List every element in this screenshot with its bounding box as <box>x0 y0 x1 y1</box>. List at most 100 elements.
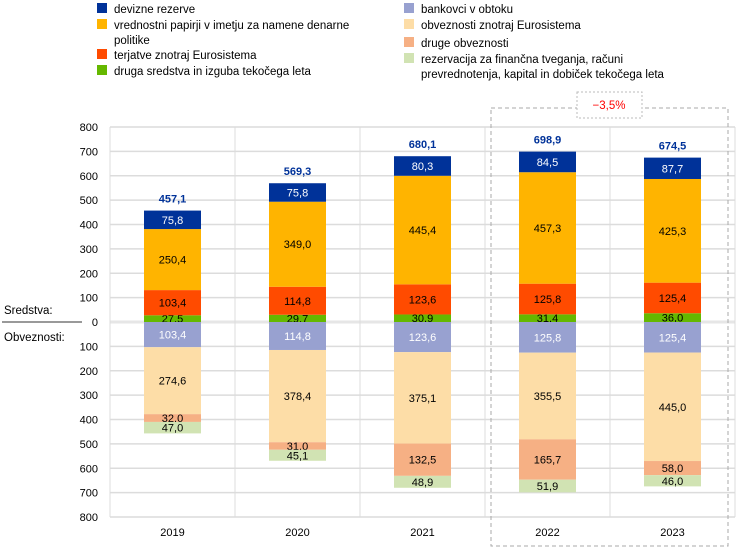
data-label: 165,7 <box>534 455 562 467</box>
bar-segment <box>269 286 326 315</box>
data-label: 114,8 <box>284 331 311 343</box>
y-tick-label: 200 <box>80 268 98 280</box>
bar-segment <box>144 347 201 415</box>
data-label: 123,6 <box>409 294 437 306</box>
data-label: 36,0 <box>662 313 683 325</box>
total-label: 698,9 <box>534 135 562 147</box>
data-label: 457,3 <box>534 223 562 235</box>
bar-segment <box>644 475 701 487</box>
x-tick-label: 2021 <box>410 527 434 539</box>
data-label: 250,4 <box>159 255 187 267</box>
data-label: 75,8 <box>287 187 308 199</box>
bar-segment <box>269 349 326 443</box>
data-label: 84,5 <box>537 157 558 169</box>
bar-segment <box>519 439 576 480</box>
liabilities-side-label: Obveznosti: <box>4 332 65 344</box>
bar-segment <box>394 156 451 176</box>
bar-segment <box>144 322 201 348</box>
data-label: 80,3 <box>412 161 433 173</box>
bar-segment <box>644 282 701 314</box>
legend-swatch <box>97 19 107 29</box>
annotation-box <box>576 91 643 119</box>
bar-segment <box>144 414 201 422</box>
legend-label: vrednostni papirji v imetju za namene de… <box>114 20 349 32</box>
data-label: 125,8 <box>534 294 562 306</box>
y-tick-label: 600 <box>80 171 98 183</box>
bar-segment <box>144 229 201 291</box>
legend-label: bankovci v obtoku <box>421 4 513 16</box>
bar-segment <box>144 210 201 230</box>
legend-swatch <box>404 3 414 13</box>
data-label: 103,4 <box>159 298 187 310</box>
data-label: 48,9 <box>412 477 433 489</box>
bar-segment <box>644 313 701 322</box>
data-label: 349,0 <box>284 239 312 251</box>
data-label: 125,8 <box>534 332 562 344</box>
y-tick-label: 0 <box>92 317 98 329</box>
bar-segment <box>644 322 701 353</box>
data-label: 46,0 <box>662 476 683 488</box>
data-label: 378,4 <box>284 391 312 403</box>
data-label: 58,0 <box>662 463 683 475</box>
legend-label: devizne rezerve <box>114 4 195 16</box>
bar-segment <box>394 322 451 353</box>
data-label: 355,5 <box>534 391 562 403</box>
data-label: 125,4 <box>659 293 687 305</box>
data-label: 75,8 <box>162 215 183 227</box>
data-label: 45,1 <box>287 450 308 462</box>
bar-segment <box>644 178 701 283</box>
total-label: 674,5 <box>659 141 687 153</box>
data-label: 425,3 <box>659 226 687 238</box>
bar-segment <box>519 322 576 353</box>
data-label: 125,4 <box>659 332 687 344</box>
bar-segment <box>269 314 326 322</box>
data-label: 123,6 <box>409 332 437 344</box>
bar-segment <box>644 461 701 476</box>
data-label: 47,0 <box>162 423 183 435</box>
legend-swatch <box>404 37 414 47</box>
data-label: 103,4 <box>159 330 187 342</box>
bar-segment <box>644 157 701 179</box>
data-label: 445,4 <box>409 225 437 237</box>
y-tick-label: 100 <box>80 293 98 305</box>
bar-segment <box>269 201 326 287</box>
y-tick-label: 300 <box>80 390 98 402</box>
bar-segment <box>394 443 451 476</box>
data-label: 375,1 <box>409 393 437 405</box>
legend-label: druge obveznosti <box>421 38 509 50</box>
data-label: 274,6 <box>159 376 187 388</box>
y-tick-label: 700 <box>80 146 98 158</box>
bar-segment <box>519 151 576 173</box>
bar-segment <box>519 172 576 284</box>
bar-segment <box>519 314 576 322</box>
bar-segment <box>269 449 326 461</box>
y-tick-label: 800 <box>80 122 98 134</box>
bar-segment <box>394 175 451 285</box>
bar-segment <box>144 290 201 316</box>
x-tick-label: 2022 <box>535 527 559 539</box>
y-tick-label: 500 <box>80 439 98 451</box>
bar-segment <box>144 421 201 434</box>
y-tick-label: 500 <box>80 195 98 207</box>
legend-label: rezervacija za finančna tveganja, računi <box>421 54 623 66</box>
y-tick-label: 600 <box>80 463 98 475</box>
y-tick-label: 200 <box>80 366 98 378</box>
legend-swatch <box>97 65 107 75</box>
y-tick-label: 100 <box>80 341 98 353</box>
y-tick-label: 800 <box>80 512 98 524</box>
data-label: 445,0 <box>659 402 687 414</box>
bar-segment <box>519 479 576 493</box>
legend-swatch <box>404 53 414 63</box>
total-label: 457,1 <box>159 194 187 206</box>
legend-label: obveznosti znotraj Eurosistema <box>421 20 581 32</box>
legend-label: terjatve znotraj Eurosistema <box>114 50 257 62</box>
bar-segment <box>144 315 201 322</box>
highlight-box <box>490 107 729 547</box>
bar-segment <box>394 284 451 315</box>
y-tick-label: 300 <box>80 244 98 256</box>
x-tick-label: 2019 <box>160 527 184 539</box>
bar-segment <box>644 352 701 462</box>
bar-segment <box>394 314 451 322</box>
legend-swatch <box>404 19 414 29</box>
